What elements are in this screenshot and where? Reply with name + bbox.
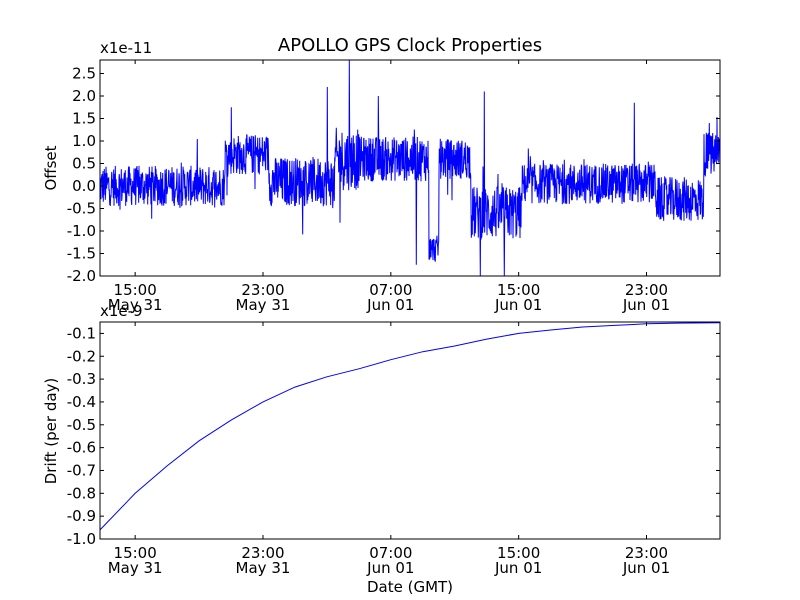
drift-ytick-label: -0.8 (67, 484, 96, 502)
drift-xtick-date-label: May 31 (236, 559, 291, 577)
offset-xtick-date-label: Jun 01 (622, 296, 670, 314)
drift-xtick-time-label: 15:00 (497, 544, 540, 562)
drift-xtick-time-label: 07:00 (369, 544, 412, 562)
drift-xtick-date-label: Jun 01 (622, 559, 670, 577)
drift-ytick-label: -0.6 (67, 439, 96, 457)
drift-xtick-time-label: 23:00 (625, 544, 668, 562)
offset-xtick-time-label: 23:00 (625, 281, 668, 299)
offset-xtick-date-label: Jun 01 (494, 296, 542, 314)
drift-xtick-date-label: May 31 (108, 559, 163, 577)
offset-ytick-label: -2.0 (67, 267, 96, 285)
drift-ticks-layer: -1.0 -0.9 -0.8 -0.7 -0.6 -0.5 -0.4 -0.3 -0.2 -0.1… (67, 322, 720, 577)
offset-xtick-time-label: 15:00 (114, 281, 157, 299)
offset-ytick-label: 0.5 (72, 155, 96, 173)
offset-ytick-label: 1.5 (72, 110, 96, 128)
offset-ytick-label: 2.0 (72, 87, 96, 105)
drift-xtick-time-label: 23:00 (241, 544, 284, 562)
drift-ytick-label: -0.5 (67, 416, 96, 434)
x-axis-label: Date (GMT) (367, 578, 453, 596)
drift-ytick-label: -0.2 (67, 347, 96, 365)
offset-xtick-date-label: May 31 (236, 296, 291, 314)
offset-xtick-date-label: May 31 (108, 296, 163, 314)
offset-xtick-date-label: Jun 01 (366, 296, 414, 314)
offset-ticks-layer: -2.0-1.5-1.0-0.50.00.51.01.52.02.515:00M… (67, 60, 720, 314)
offset-ytick-label: -1.0 (67, 222, 96, 240)
drift-series-line (99, 322, 721, 531)
offset-ytick-label: 2.5 (72, 65, 96, 83)
drift-xtick-time-label: 15:00 (114, 544, 157, 562)
offset-xtick-time-label: 23:00 (241, 281, 284, 299)
offset-scale-label: x1e-11 (100, 39, 152, 57)
drift-ytick-label: -1.0 (67, 530, 96, 548)
offset-xtick-time-label: 07:00 (369, 281, 412, 299)
drift-scale-label: x1e-9 (100, 302, 143, 320)
drift-xtick-date-label: Jun 01 (494, 559, 542, 577)
offset-y-axis-label: Offset (42, 145, 60, 190)
offset-ytick-label: -0.5 (67, 200, 96, 218)
drift-series-layer (99, 322, 721, 531)
drift-ytick-label: -0.9 (67, 507, 96, 525)
offset-series-layer (99, 59, 721, 277)
offset-series-line (99, 59, 721, 277)
drift-panel: -1.0 -0.9 -0.8 -0.7 -0.6 -0.5 -0.4 -0.3 -0.2 -0.1… (42, 302, 721, 596)
drift-ytick-label: -0.4 (67, 393, 96, 411)
offset-ytick-label: 0.0 (72, 177, 96, 195)
drift-ytick-label: -0.3 (67, 370, 96, 388)
drift-y-axis-label: Drift (per day) (42, 378, 60, 485)
offset-panel: -2.0-1.5-1.0-0.50.00.51.01.52.02.515:00M… (42, 39, 721, 314)
drift-xtick-date-label: Jun 01 (366, 559, 414, 577)
drift-axes-frame (99, 321, 721, 540)
chart-title: APOLLO GPS Clock Properties (278, 35, 542, 56)
offset-axes-frame (99, 59, 721, 277)
offset-ytick-label: 1.0 (72, 132, 96, 150)
offset-ytick-label: -1.5 (67, 245, 96, 263)
offset-xtick-time-label: 15:00 (497, 281, 540, 299)
drift-ytick-label: -0.7 (67, 461, 96, 479)
drift-ytick-label: -0.1 (67, 324, 96, 342)
